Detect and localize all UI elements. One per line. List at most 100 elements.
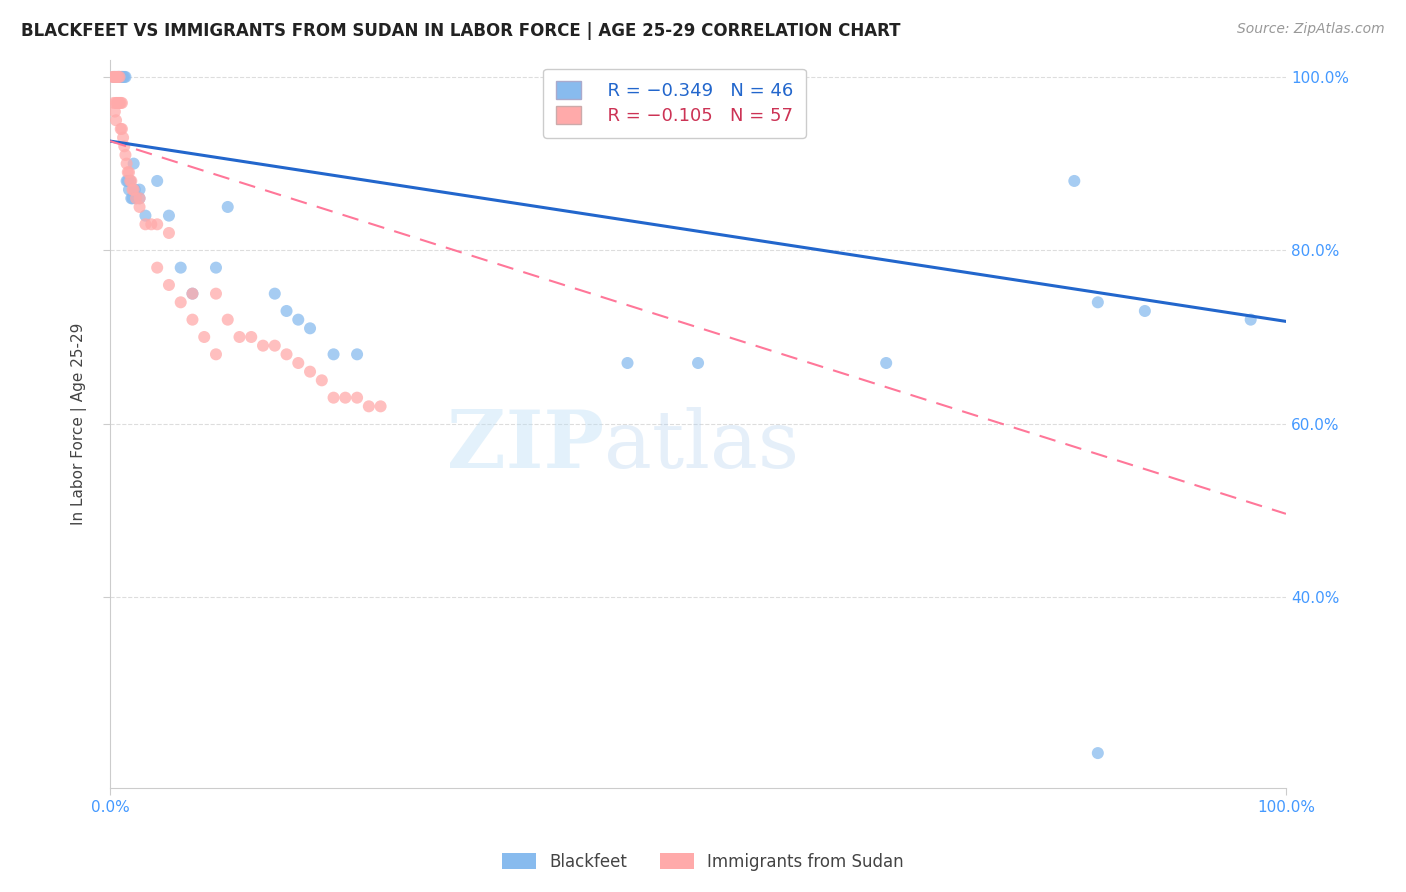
Point — [108, 70, 131, 84]
Legend:   R = −0.349   N = 46,   R = −0.105   N = 57: R = −0.349 N = 46, R = −0.105 N = 57 — [543, 69, 806, 138]
Point — [107, 70, 129, 84]
Point — [1240, 312, 1263, 326]
Text: Source: ZipAtlas.com: Source: ZipAtlas.com — [1237, 22, 1385, 37]
Point — [112, 139, 135, 153]
Point — [107, 70, 129, 84]
Point — [335, 391, 357, 405]
Point — [228, 330, 250, 344]
Y-axis label: In Labor Force | Age 25-29: In Labor Force | Age 25-29 — [72, 323, 87, 524]
Point — [121, 191, 143, 205]
Point — [110, 70, 132, 84]
Point — [120, 174, 142, 188]
Point — [157, 226, 180, 240]
Point — [122, 183, 145, 197]
Point — [1063, 174, 1085, 188]
Point — [107, 70, 129, 84]
Point — [120, 174, 142, 188]
Point — [205, 260, 228, 275]
Point — [346, 391, 368, 405]
Point — [104, 70, 127, 84]
Text: BLACKFEET VS IMMIGRANTS FROM SUDAN IN LABOR FORCE | AGE 25-29 CORRELATION CHART: BLACKFEET VS IMMIGRANTS FROM SUDAN IN LA… — [21, 22, 901, 40]
Point — [252, 339, 274, 353]
Point — [686, 356, 709, 370]
Point — [112, 70, 135, 84]
Point — [141, 217, 163, 231]
Point — [105, 70, 128, 84]
Point — [299, 365, 322, 379]
Point — [263, 339, 285, 353]
Point — [217, 312, 239, 326]
Point — [322, 347, 344, 361]
Point — [128, 183, 150, 197]
Point — [120, 174, 142, 188]
Point — [217, 200, 239, 214]
Point — [322, 391, 344, 405]
Point — [124, 183, 146, 197]
Point — [112, 130, 135, 145]
Point — [134, 217, 156, 231]
Point — [101, 70, 124, 84]
Point — [170, 260, 193, 275]
Point — [146, 174, 169, 188]
Point — [128, 191, 150, 205]
Point — [616, 356, 638, 370]
Point — [170, 295, 193, 310]
Point — [276, 347, 298, 361]
Point — [299, 321, 322, 335]
Point — [120, 191, 142, 205]
Point — [240, 330, 263, 344]
Point — [105, 95, 128, 110]
Point — [125, 191, 148, 205]
Point — [103, 95, 125, 110]
Point — [118, 165, 141, 179]
Point — [1087, 295, 1109, 310]
Point — [115, 174, 138, 188]
Point — [181, 312, 204, 326]
Point — [125, 191, 148, 205]
Point — [108, 95, 131, 110]
Legend: Blackfeet, Immigrants from Sudan: Blackfeet, Immigrants from Sudan — [494, 845, 912, 880]
Point — [875, 356, 897, 370]
Point — [128, 200, 150, 214]
Point — [117, 174, 139, 188]
Point — [104, 70, 127, 84]
Point — [117, 165, 139, 179]
Point — [370, 400, 392, 414]
Point — [105, 70, 128, 84]
Point — [104, 104, 127, 119]
Point — [105, 113, 128, 128]
Text: ZIP: ZIP — [447, 407, 605, 484]
Point — [121, 183, 143, 197]
Point — [287, 356, 309, 370]
Point — [193, 330, 215, 344]
Point — [118, 183, 141, 197]
Point — [110, 95, 132, 110]
Point — [287, 312, 309, 326]
Point — [346, 347, 368, 361]
Point — [146, 217, 169, 231]
Point — [111, 122, 134, 136]
Point — [1087, 746, 1109, 760]
Point — [105, 95, 128, 110]
Point — [357, 400, 380, 414]
Point — [103, 70, 125, 84]
Point — [205, 347, 228, 361]
Point — [122, 156, 145, 170]
Point — [110, 122, 132, 136]
Point — [108, 70, 131, 84]
Text: atlas: atlas — [605, 407, 799, 484]
Point — [105, 70, 128, 84]
Point — [263, 286, 285, 301]
Point — [205, 286, 228, 301]
Point — [311, 373, 333, 387]
Point — [111, 70, 134, 84]
Point — [114, 148, 136, 162]
Point — [115, 156, 138, 170]
Point — [107, 95, 129, 110]
Point — [181, 286, 204, 301]
Point — [157, 277, 180, 292]
Point — [103, 70, 125, 84]
Point — [181, 286, 204, 301]
Point — [128, 191, 150, 205]
Point — [1133, 304, 1156, 318]
